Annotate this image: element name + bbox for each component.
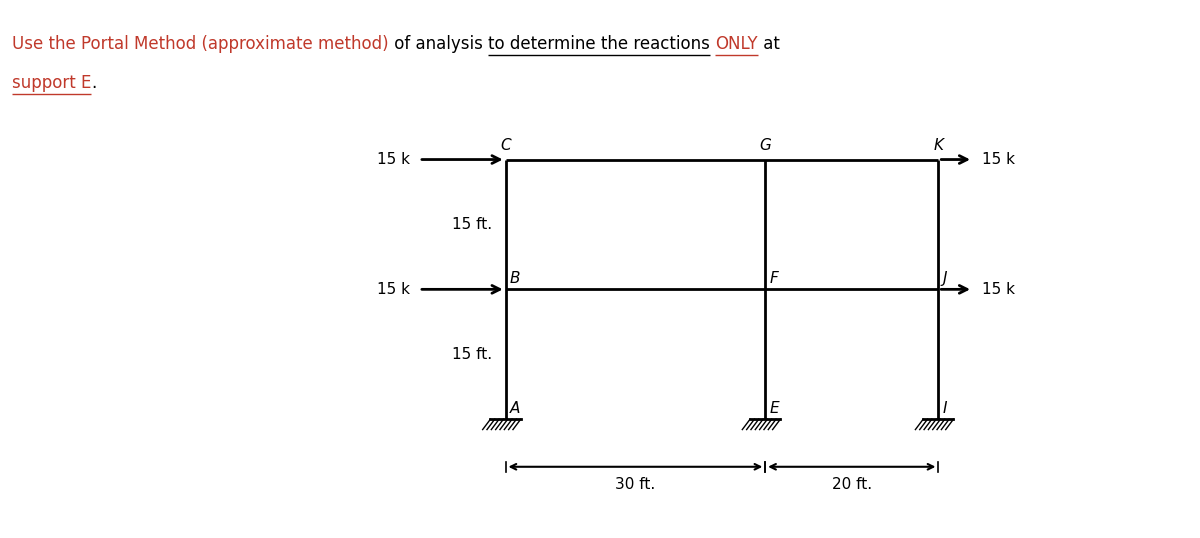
Text: ONLY: ONLY xyxy=(715,36,757,53)
Text: 20 ft.: 20 ft. xyxy=(832,477,872,492)
Text: E: E xyxy=(769,401,779,416)
Text: 15 k: 15 k xyxy=(982,152,1015,167)
Text: 15 ft.: 15 ft. xyxy=(452,347,493,362)
Text: 15 k: 15 k xyxy=(377,152,410,167)
Text: J: J xyxy=(943,271,947,286)
Text: A: A xyxy=(510,401,521,416)
Text: F: F xyxy=(769,271,779,286)
Text: 15 k: 15 k xyxy=(982,282,1015,297)
Text: K: K xyxy=(934,138,943,153)
Text: support E: support E xyxy=(12,74,91,92)
Text: 15 ft.: 15 ft. xyxy=(452,217,493,232)
Text: G: G xyxy=(760,138,772,153)
Text: 15 k: 15 k xyxy=(377,282,410,297)
Text: to determine the reactions: to determine the reactions xyxy=(487,36,709,53)
Text: .: . xyxy=(91,74,97,92)
Text: Use the Portal Method (approximate method): Use the Portal Method (approximate metho… xyxy=(12,36,389,53)
Text: of analysis: of analysis xyxy=(389,36,487,53)
Text: C: C xyxy=(500,138,511,153)
Text: 30 ft.: 30 ft. xyxy=(616,477,655,492)
Text: at: at xyxy=(757,36,779,53)
Text: B: B xyxy=(510,271,521,286)
Text: I: I xyxy=(943,401,947,416)
